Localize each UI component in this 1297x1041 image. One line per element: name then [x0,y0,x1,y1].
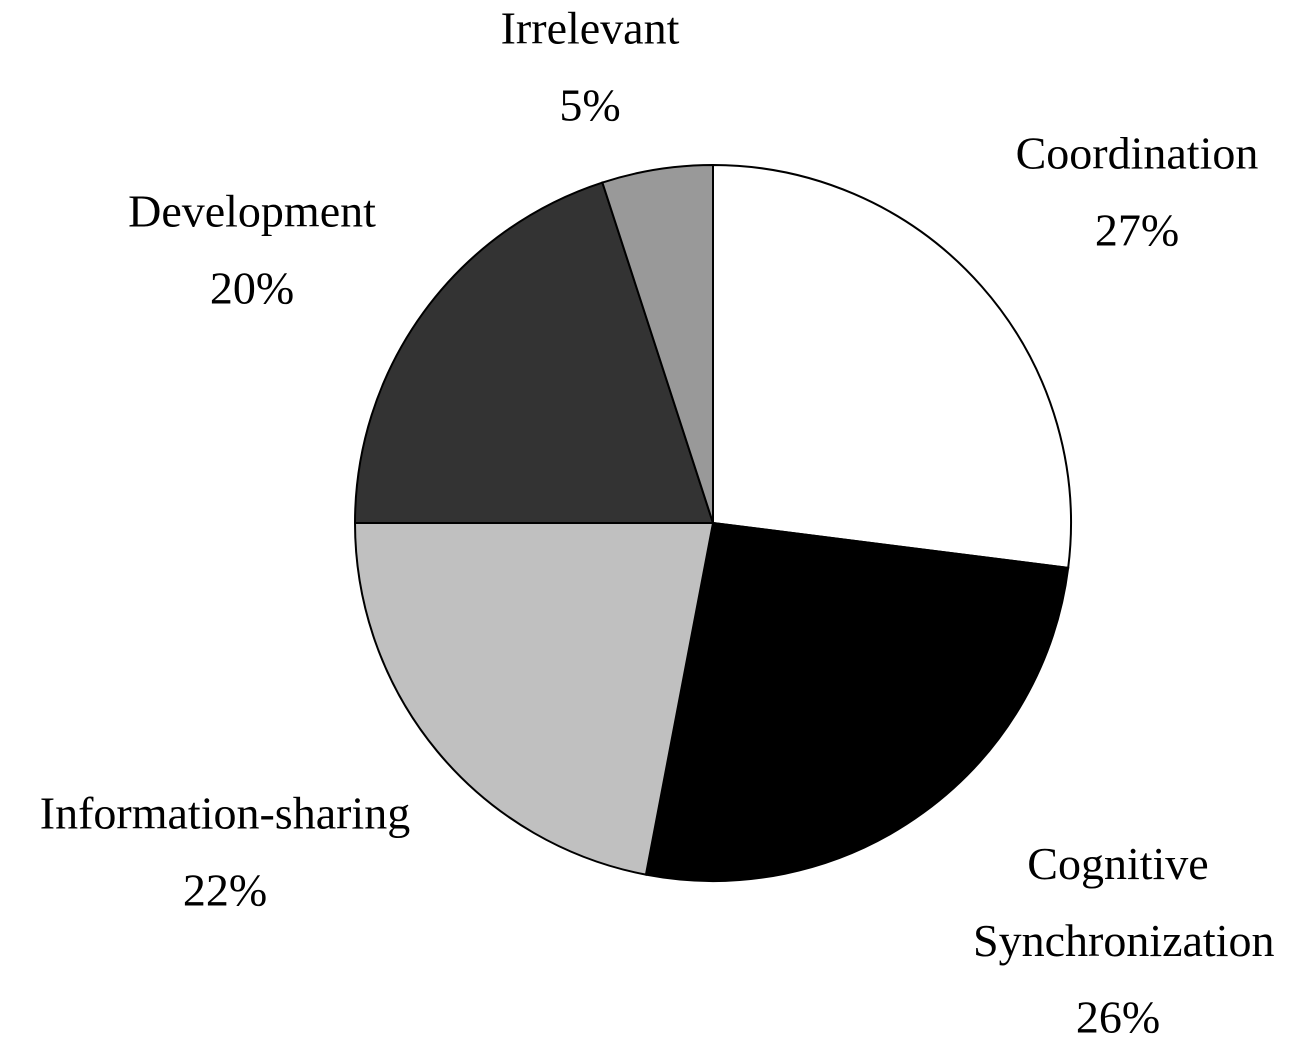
pie-slice [644,521,1070,882]
pie-slice [353,522,715,876]
slice-label: Irrelevant [501,3,680,54]
pie-slice [353,181,715,524]
slice-label: Development [128,186,376,237]
slice-label: Cognitive Synchronization [962,838,1275,966]
slice-value-label: 27% [1095,205,1179,256]
slice-value-label: 22% [183,865,267,916]
slice-label-line: Cognitive [1027,838,1208,889]
pie-slice [601,163,714,524]
slice-value-label: 20% [210,263,294,314]
slice-value-label: 5% [559,80,620,131]
slice-label: Coordination [1016,128,1259,179]
slice-label: Information-sharing [40,788,410,839]
slice-value-label: 26% [1076,992,1160,1041]
slice-label-line: Synchronization [962,915,1275,966]
pie-slice [712,163,1072,569]
